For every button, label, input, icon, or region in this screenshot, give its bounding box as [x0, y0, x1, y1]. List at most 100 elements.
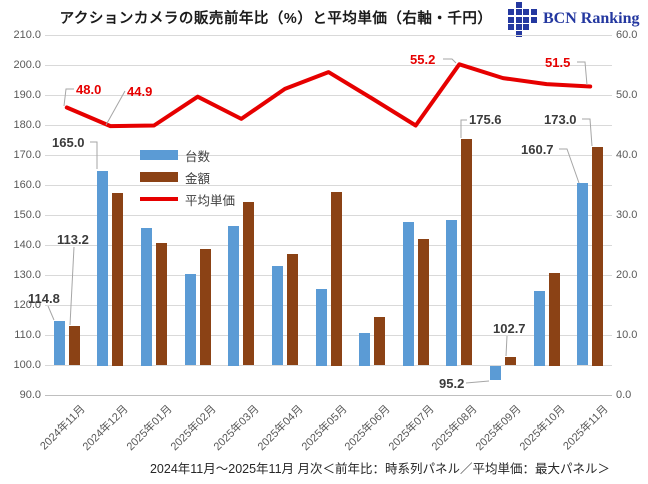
gridline	[45, 275, 612, 276]
y-axis-tick-left: 130.0	[13, 269, 41, 281]
data-label: 160.7	[521, 142, 554, 157]
bar-amount	[112, 193, 124, 366]
gridline	[45, 395, 612, 396]
gridline	[45, 65, 612, 66]
gridline	[45, 185, 612, 186]
legend-bar-swatch	[140, 172, 178, 182]
bcn-square-icon	[530, 9, 537, 16]
y-axis-tick-left: 110.0	[14, 329, 41, 341]
bar-units	[53, 321, 65, 366]
bar-units	[489, 365, 501, 380]
callout-line	[505, 335, 508, 357]
callout-line	[443, 58, 457, 64]
data-label: 114.8	[28, 291, 60, 306]
bar-units	[446, 220, 458, 366]
data-label: 55.2	[410, 52, 436, 67]
bar-amount	[243, 202, 255, 366]
gridline	[45, 215, 612, 216]
x-axis-label: 2024年11月	[37, 403, 88, 453]
y-axis-tick-right: 0.0	[616, 389, 632, 401]
bar-units	[315, 289, 327, 366]
chart-caption: 2024年11月～2025年11月 月次＜前年比：時系列パネル／平均単価：最大パ…	[149, 462, 611, 476]
gridline	[45, 365, 612, 366]
y-axis-tick-right: 20.0	[616, 269, 638, 281]
y-axis-tick-left: 150.0	[13, 209, 41, 221]
bar-units	[271, 265, 283, 366]
y-axis-tick-left: 100.0	[13, 359, 41, 371]
callout-line	[63, 88, 74, 107]
bcn-squares-icon	[508, 2, 538, 38]
bcn-square-icon	[523, 23, 529, 30]
bcn-square-icon	[515, 16, 522, 23]
bcn-square-icon	[515, 23, 522, 30]
bar-amount	[417, 238, 429, 366]
data-label: 44.9	[127, 84, 153, 99]
bar-amount	[374, 316, 386, 366]
y-axis-tick-left: 180.0	[13, 119, 41, 131]
y-axis-tick-left: 90.0	[19, 389, 41, 401]
bcn-square-icon	[508, 9, 514, 16]
legend-label: 台数	[185, 149, 211, 164]
bar-units	[577, 183, 589, 366]
callout-line	[460, 119, 467, 138]
data-label: 48.0	[76, 82, 102, 97]
bar-units	[228, 226, 240, 366]
callout-line	[47, 305, 55, 321]
y-axis-tick-right: 40.0	[616, 149, 638, 161]
bcn-square-icon	[515, 2, 522, 8]
legend: 台数 金額 平均単価	[140, 144, 235, 210]
gridline	[45, 245, 612, 246]
y-axis-tick-left: 140.0	[13, 239, 41, 251]
bar-amount	[199, 249, 211, 366]
bcn-square-icon	[515, 9, 522, 16]
bar-units	[141, 227, 153, 366]
y-axis-tick-left: 210.0	[13, 29, 41, 41]
legend-label: 平均単価	[185, 193, 236, 208]
y-axis-tick-left: 190.0	[13, 89, 41, 101]
bar-amount	[504, 357, 516, 366]
y-axis-tick-right: 30.0	[616, 209, 638, 221]
gridline	[45, 35, 612, 36]
bcn-square-icon	[530, 16, 537, 23]
bar-amount	[592, 146, 604, 366]
data-label: 51.5	[545, 55, 571, 70]
bcn-ranking-logo: BCN Ranking	[508, 2, 646, 38]
gridline	[45, 305, 612, 306]
data-label: 102.7	[493, 321, 526, 336]
gridline	[45, 155, 612, 156]
data-label: 113.2	[57, 232, 89, 247]
gridline	[45, 125, 612, 126]
y-axis-tick-left: 160.0	[13, 179, 41, 191]
y-axis-tick-right: 60.0	[616, 29, 638, 41]
legend-label: 金額	[185, 171, 211, 186]
data-label: 165.0	[52, 135, 85, 150]
callout-line	[465, 380, 490, 384]
bar-amount	[286, 253, 298, 366]
callout-line	[582, 118, 593, 147]
legend-bar-swatch	[140, 150, 178, 160]
legend-item: 台数	[140, 144, 235, 166]
chart-title: アクションカメラの販売前年比（%）と平均単価（右軸・千円）	[59, 11, 493, 27]
bar-units	[184, 274, 196, 366]
bcn-square-icon	[508, 16, 514, 23]
callout-line	[105, 90, 126, 126]
bar-amount	[330, 191, 342, 366]
bar-amount	[461, 138, 473, 366]
gridline	[45, 335, 612, 336]
bar-amount	[68, 325, 80, 366]
callout-line	[69, 246, 75, 326]
legend-line-swatch	[140, 197, 178, 201]
bcn-square-icon	[523, 16, 529, 23]
bcn-logo-text: BCN Ranking	[543, 10, 640, 27]
y-axis-tick-left: 170.0	[13, 149, 41, 161]
bar-units	[533, 290, 545, 366]
legend-item: 平均単価	[140, 188, 235, 210]
data-label: 95.2	[439, 376, 465, 391]
y-axis-tick-right: 50.0	[616, 89, 638, 101]
bar-amount	[156, 243, 168, 366]
y-axis-tick-left: 120.0	[13, 299, 41, 311]
bar-units	[359, 332, 371, 366]
y-axis-tick-right: 10.0	[616, 329, 638, 341]
bar-units	[97, 170, 109, 366]
